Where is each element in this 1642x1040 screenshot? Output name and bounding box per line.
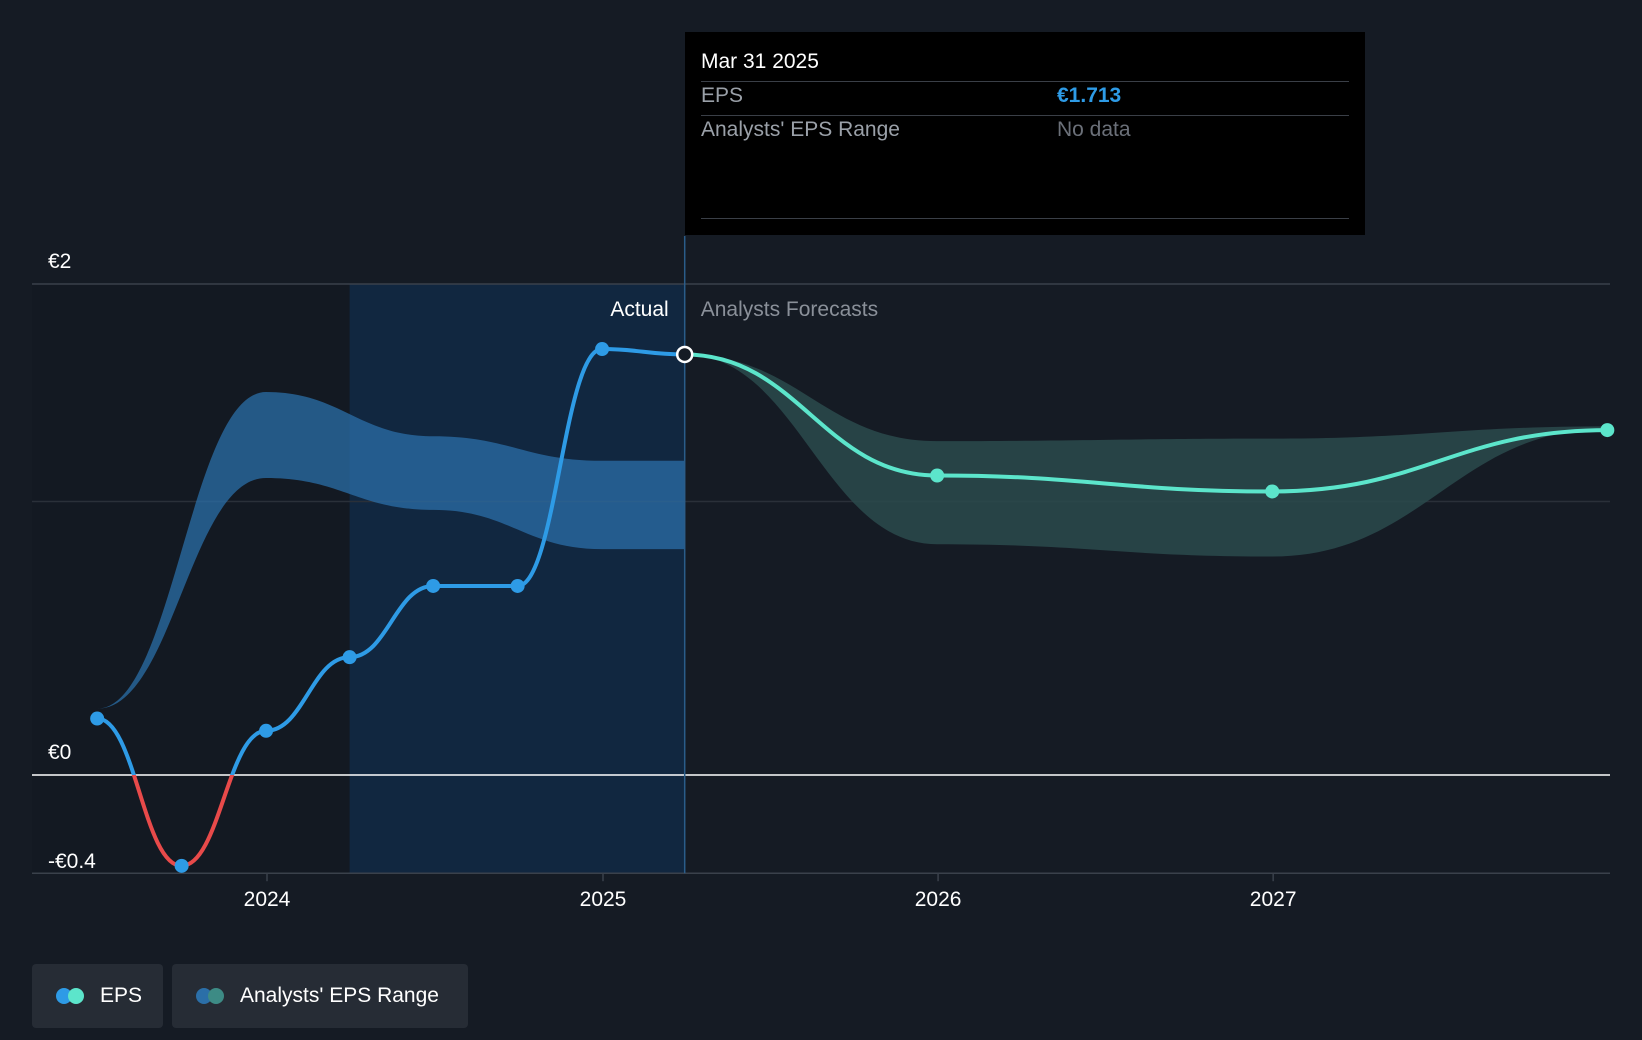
y-tick-label: €0 [48, 741, 71, 764]
tooltip: Mar 31 2025 EPS €1.713 Analysts' EPS Ran… [685, 32, 1365, 235]
y-tick-label: €2 [48, 250, 71, 273]
forecast-range-band [684, 354, 1608, 557]
eps-point-selected [675, 345, 694, 364]
forecast-label: Analysts Forecasts [701, 298, 878, 321]
tooltip-date: Mar 31 2025 [701, 50, 819, 73]
eps-forecast-point [1600, 423, 1615, 438]
legend-item-eps[interactable]: EPS [32, 964, 163, 1028]
tooltip-eps-label: EPS [701, 84, 744, 107]
legend-range-label: Analysts' EPS Range [240, 984, 439, 1007]
past-shade-region [32, 284, 350, 874]
tooltip-divider [701, 218, 1349, 219]
actual-label: Actual [610, 298, 668, 321]
legend-item-range[interactable]: Analysts' EPS Range [172, 964, 468, 1028]
tooltip-eps-value: €1.713 [1057, 84, 1122, 107]
eps-actual-point [174, 858, 189, 873]
past-year-region [349, 284, 685, 874]
eps-actual-line [96, 347, 685, 775]
tooltip-divider [701, 81, 1349, 82]
tooltip-range-label: Analysts' EPS Range [701, 118, 900, 141]
eps-actual-point [342, 650, 357, 665]
eps-chart: Actual Analysts Forecasts €2 €0 -€0.4 2024 202… [32, 236, 1615, 911]
eps-actual-point [90, 711, 105, 726]
legend-eps-label: EPS [100, 984, 143, 1007]
eps-forecast-line [684, 352, 1608, 494]
range-legend-icon [196, 988, 226, 1004]
eps-actual-point [259, 723, 274, 738]
eps-forecast-point [1265, 484, 1280, 499]
x-tick-label: 2027 [1250, 888, 1297, 911]
x-tick-label: 2026 [915, 888, 962, 911]
eps-legend-icon [56, 988, 86, 1004]
tooltip-divider [701, 115, 1349, 116]
y-tick-label: -€0.4 [48, 850, 96, 873]
eps-actual-point [510, 578, 525, 593]
eps-actual-point [595, 342, 610, 357]
tooltip-range-value: No data [1057, 118, 1131, 141]
x-tick-label: 2024 [244, 888, 291, 911]
x-tick-label: 2025 [580, 888, 627, 911]
past-range-band [97, 392, 685, 709]
eps-actual-point [426, 578, 441, 593]
eps-forecast-point [930, 468, 945, 483]
